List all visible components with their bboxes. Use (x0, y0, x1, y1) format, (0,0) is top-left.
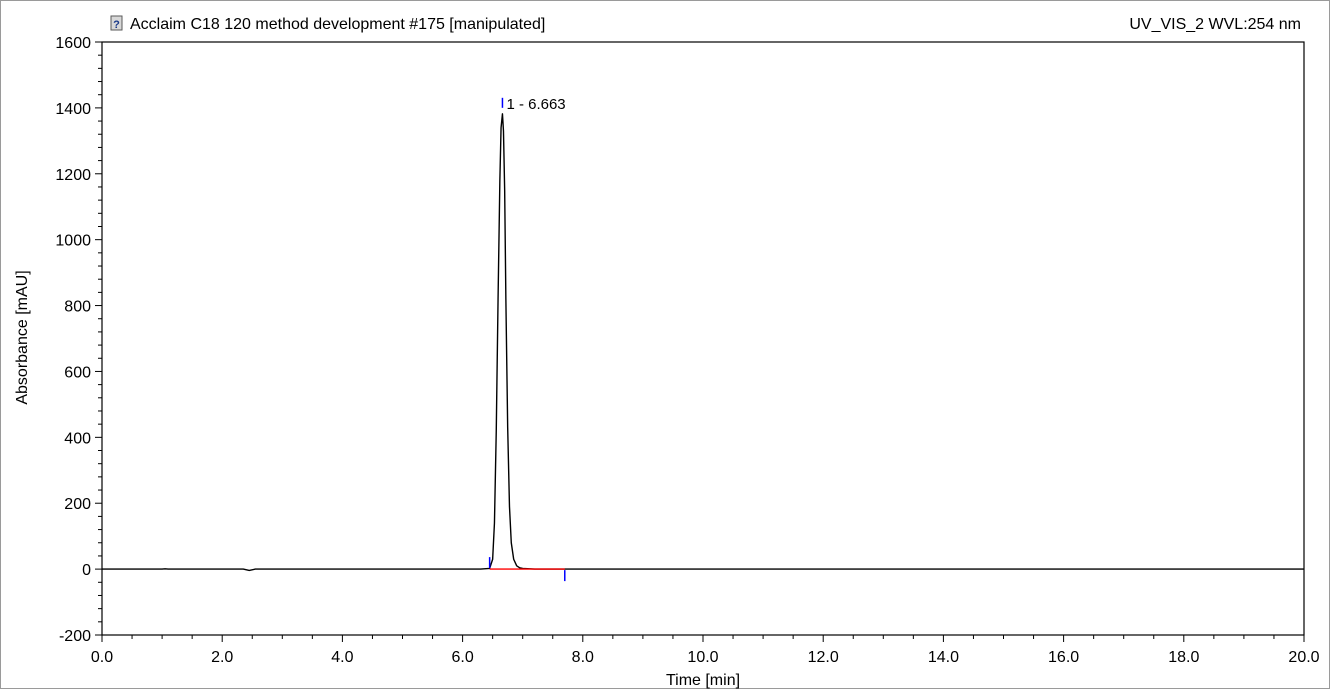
x-tick-label: 20.0 (1288, 649, 1319, 666)
y-tick-label: 800 (64, 299, 91, 316)
x-tick-label: 8.0 (572, 649, 594, 666)
y-tick-label: 400 (64, 430, 91, 447)
y-tick-label: 0 (82, 562, 91, 579)
svg-text:?: ? (113, 19, 120, 31)
chart-title: Acclaim C18 120 method development #175 … (130, 16, 545, 33)
y-tick-label: 1200 (55, 167, 91, 184)
y-tick-label: 1600 (55, 35, 91, 52)
x-tick-label: 0.0 (91, 649, 113, 666)
x-tick-label: 10.0 (687, 649, 718, 666)
y-tick-label: 1000 (55, 233, 91, 250)
x-tick-label: 18.0 (1168, 649, 1199, 666)
plot-area-frame (101, 41, 1305, 636)
peak-label: 1 - 6.663 (506, 96, 565, 113)
y-axis-title: Absorbance [mAU] (14, 270, 31, 404)
x-tick-label: 4.0 (331, 649, 353, 666)
y-tick-label: 600 (64, 364, 91, 381)
chromatogram-trace (102, 113, 1304, 572)
x-tick-label: 14.0 (928, 649, 959, 666)
x-tick-label: 6.0 (451, 649, 473, 666)
y-tick-label: 200 (64, 496, 91, 513)
y-tick-label: -200 (59, 628, 91, 645)
y-tick-label: 1400 (55, 101, 91, 118)
x-tick-label: 16.0 (1048, 649, 1079, 666)
channel-label: UV_VIS_2 WVL:254 nm (1129, 16, 1301, 33)
x-tick-label: 12.0 (808, 649, 839, 666)
help-document-icon: ? (110, 15, 123, 31)
x-axis-title: Time [min] (666, 672, 740, 689)
x-tick-label: 2.0 (211, 649, 233, 666)
